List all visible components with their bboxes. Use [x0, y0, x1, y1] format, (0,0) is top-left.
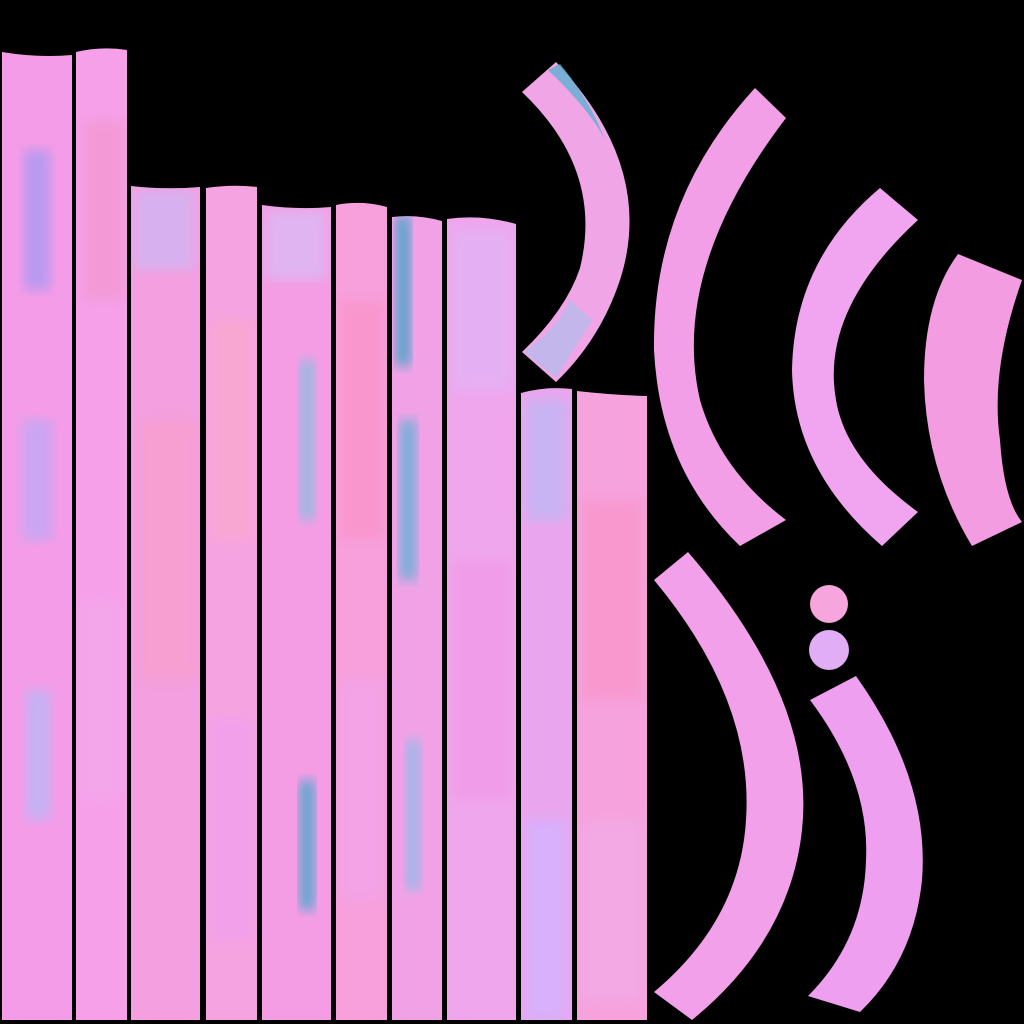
strip-8 [447, 217, 516, 1021]
strip-3 [131, 186, 200, 1020]
strip-5 [262, 205, 331, 1020]
strip-7 [392, 216, 442, 1021]
arc-small-right [924, 254, 1022, 546]
arc-lower-right [808, 676, 923, 1012]
strip-10 [577, 391, 647, 1020]
strip-9 [521, 388, 572, 1021]
dot-lower [809, 630, 849, 670]
arc-lower-left [654, 552, 804, 1020]
strip-1 [2, 52, 72, 1020]
arc-top-left-shade [524, 300, 592, 378]
strip-2 [76, 48, 127, 1020]
strip-6 [336, 202, 387, 1020]
arc-medium [792, 188, 918, 546]
strip-4 [206, 185, 257, 1020]
dot-upper [810, 585, 848, 623]
arc-large-left [653, 88, 786, 546]
arc-top-left [522, 62, 630, 382]
arc-top-left-highlight [548, 64, 605, 140]
